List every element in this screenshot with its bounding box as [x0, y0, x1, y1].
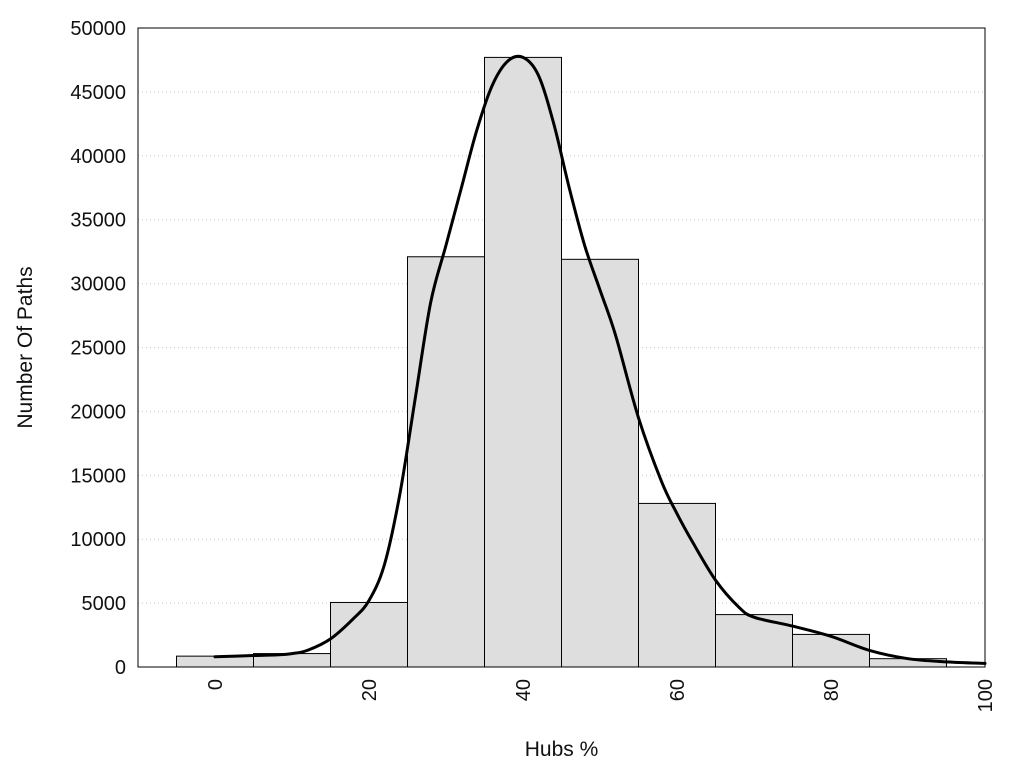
histogram-bar: [561, 258, 639, 668]
x-axis-ticks: 0 20 40 60 80 100: [205, 679, 997, 712]
x-tick-label: 60: [667, 679, 689, 701]
x-axis-title: Hubs %: [525, 738, 599, 761]
histogram-bar: [407, 256, 485, 668]
x-tick-label: 0: [205, 679, 227, 690]
y-tick-label: 30000: [70, 274, 126, 296]
x-tick-label: 20: [359, 679, 381, 701]
y-tick-label: 40000: [70, 146, 126, 168]
y-tick-label: 15000: [70, 465, 126, 487]
x-tick-label: 100: [975, 679, 997, 712]
y-tick-label: 45000: [70, 82, 126, 104]
histogram-bar: [330, 601, 408, 668]
y-tick-label: 25000: [70, 338, 126, 360]
y-tick-label: 35000: [70, 210, 126, 232]
histogram-bar: [792, 633, 870, 668]
y-tick-label: 0: [115, 657, 126, 679]
y-tick-label: 20000: [70, 401, 126, 423]
density-curve-line: [213, 54, 987, 665]
x-tick-label: 80: [821, 679, 843, 701]
y-axis-title: Number Of Paths: [14, 266, 37, 428]
y-axis-ticks: 0 5000 10000 15000 20000 25000 30000 35000 40000…: [70, 18, 126, 679]
y-tick-label: 5000: [82, 593, 127, 615]
plot-frame: [137, 27, 986, 668]
histogram-bars: [176, 56, 947, 668]
y-tick-label: 10000: [70, 529, 126, 551]
histogram-bar: [484, 56, 562, 668]
x-tick-label: 40: [513, 679, 535, 701]
histogram-bar: [638, 502, 716, 668]
y-tick-label: 50000: [70, 18, 126, 40]
